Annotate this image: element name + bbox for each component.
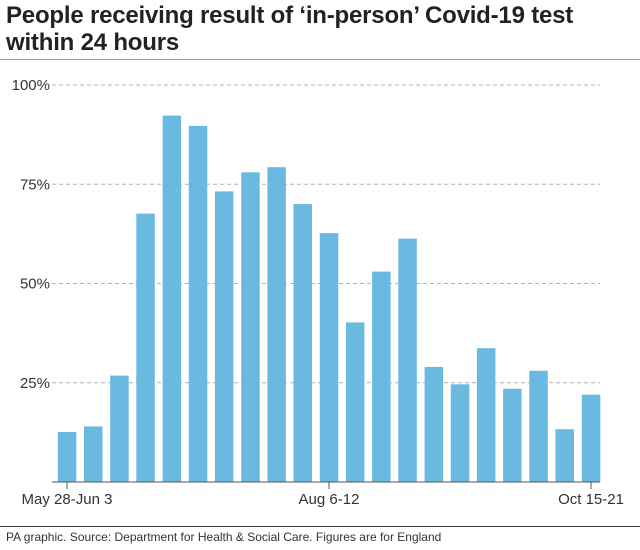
bar [214, 191, 234, 482]
x-tick-label: Aug 6-12 [299, 491, 360, 508]
bar [581, 394, 601, 482]
bar [372, 271, 391, 482]
x-tick-label: Oct 15-21 [558, 491, 624, 508]
bar [57, 432, 77, 482]
y-tick-label: 25% [20, 375, 50, 392]
bar [424, 366, 444, 482]
bar [162, 115, 182, 482]
bar-series [57, 115, 601, 483]
bar [476, 348, 496, 482]
bar [84, 426, 103, 482]
bar [345, 322, 365, 482]
bar [450, 384, 470, 482]
chart-title-line-1: People receiving result of ‘in-person’ C… [6, 2, 574, 29]
y-tick-label: 75% [20, 176, 50, 193]
title-divider [0, 59, 640, 60]
bar [529, 370, 548, 482]
bar [241, 172, 260, 483]
bar [293, 204, 312, 482]
footer-divider [0, 526, 640, 527]
bar [319, 233, 339, 482]
source-note: PA graphic. Source: Department for Healt… [6, 530, 442, 544]
bar-chart: 25% 50% 75% 100% May 28-Jun 3 Aug 6-12 Oct 15… [12, 77, 624, 508]
bar [136, 213, 155, 482]
x-ticks: May 28-Jun 3 Aug 6-12 Oct 15-21 [22, 482, 624, 508]
y-tick-label: 100% [12, 77, 50, 94]
bar [398, 238, 417, 482]
y-tick-label: 50% [20, 276, 50, 293]
bar [267, 167, 286, 482]
bar [188, 125, 208, 483]
gridlines: 25% 50% 75% 100% [12, 77, 600, 392]
bar [110, 375, 129, 482]
x-tick-label: May 28-Jun 3 [22, 491, 113, 508]
bar [555, 429, 574, 482]
chart-title: People receiving result of ‘in-person’ C… [6, 2, 636, 56]
bar [503, 388, 522, 482]
chart-title-line-2: within 24 hours [6, 29, 180, 56]
